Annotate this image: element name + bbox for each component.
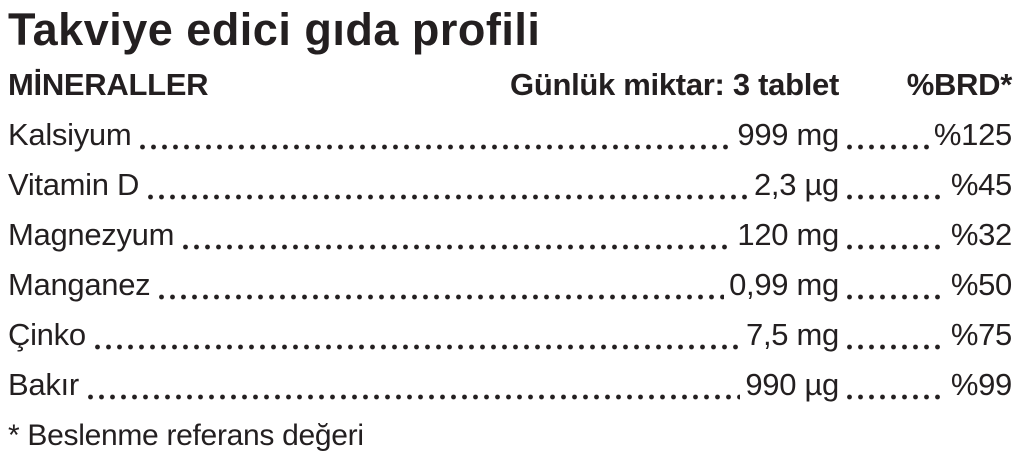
dot-leader — [844, 110, 929, 160]
row-tail: %125 — [839, 110, 1012, 160]
table-row: Çinko 7,5 mg %75 — [8, 310, 1012, 360]
row-percent: %75 — [950, 317, 1012, 352]
table-row: Manganez 0,99 mg %50 — [8, 260, 1012, 310]
dot-leader — [137, 110, 733, 160]
table-row: Vitamin D 2,3 µg %45 — [8, 160, 1012, 210]
dot-leader — [844, 360, 946, 410]
row-tail: %50 — [839, 260, 1012, 310]
row-tail: %75 — [839, 310, 1012, 360]
row-tail: %45 — [839, 160, 1012, 210]
row-name: Magnezyum — [8, 217, 175, 252]
row-amount: 999 mg — [737, 117, 839, 152]
table-row: Bakır 990 µg %99 — [8, 360, 1012, 410]
row-tail: %99 — [839, 360, 1012, 410]
reference-footnote: * Beslenme referans değeri — [8, 419, 364, 452]
header-tail: %BRD* — [839, 60, 1013, 110]
dot-leader — [844, 260, 946, 310]
page-title: Takviye edici gıda profili — [8, 4, 541, 55]
row-percent: %32 — [950, 217, 1012, 252]
header-minerals: MİNERALLER — [8, 67, 209, 102]
dot-leader — [145, 160, 749, 210]
row-amount: 990 µg — [745, 367, 839, 402]
header-percent-brd: %BRD* — [906, 67, 1013, 102]
dot-leader — [180, 210, 733, 260]
table-row: Kalsiyum 999 mg %125 — [8, 110, 1012, 160]
row-amount: 7,5 mg — [746, 317, 839, 352]
row-name: Manganez — [8, 267, 151, 302]
row-percent: %50 — [950, 267, 1012, 302]
row-name: Vitamin D — [8, 167, 140, 202]
table-row: Magnezyum 120 mg %32 — [8, 210, 1012, 260]
row-name: Çinko — [8, 317, 86, 352]
dot-leader — [844, 160, 946, 210]
table-header: MİNERALLER Günlük miktar: 3 tablet %BRD* — [8, 60, 1012, 110]
dot-leader — [844, 210, 946, 260]
row-percent: %125 — [933, 117, 1012, 152]
dot-leader — [84, 360, 741, 410]
row-percent: %45 — [950, 167, 1012, 202]
dot-leader — [844, 310, 946, 360]
row-amount: 120 mg — [737, 217, 839, 252]
row-percent: %99 — [950, 367, 1012, 402]
header-daily-amount: Günlük miktar: 3 tablet — [510, 67, 839, 102]
row-amount: 2,3 µg — [753, 167, 839, 202]
dot-leader — [91, 310, 742, 360]
row-amount: 0,99 mg — [729, 267, 839, 302]
row-name: Bakır — [8, 367, 79, 402]
row-name: Kalsiyum — [8, 117, 132, 152]
dot-leader — [156, 260, 725, 310]
row-tail: %32 — [839, 210, 1012, 260]
